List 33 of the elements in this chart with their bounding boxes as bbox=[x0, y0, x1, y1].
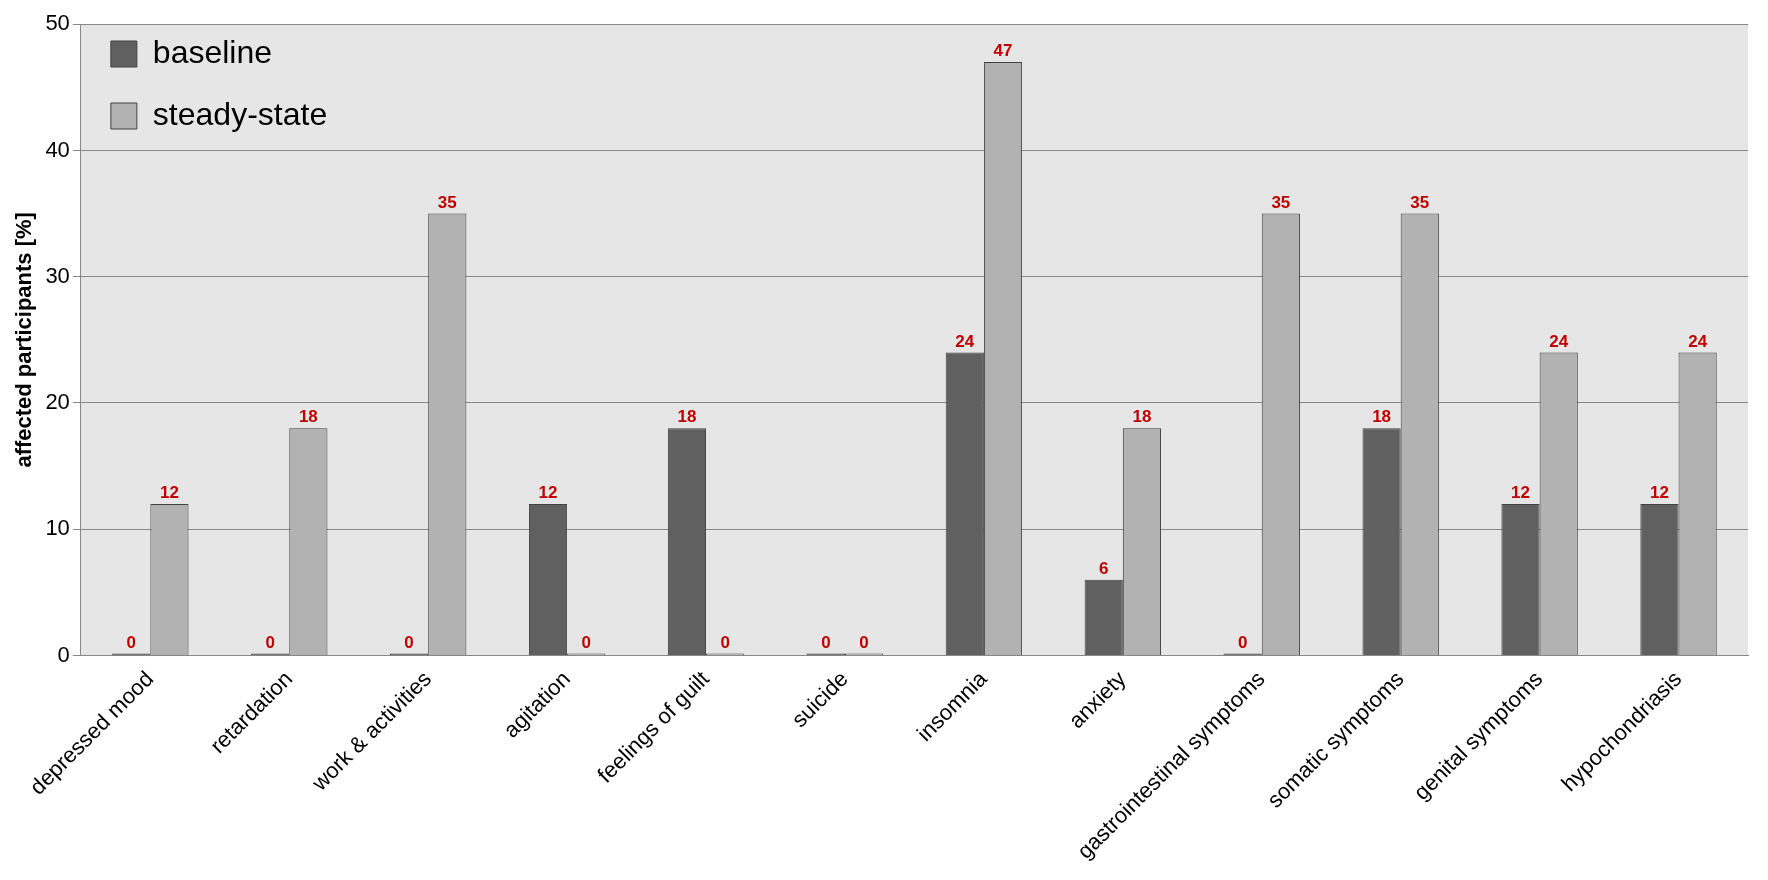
legend-label: baseline bbox=[152, 33, 273, 70]
data-label: 0 bbox=[720, 632, 730, 652]
data-label: 47 bbox=[993, 41, 1013, 61]
data-label: 12 bbox=[159, 483, 179, 503]
data-label: 18 bbox=[298, 407, 318, 427]
data-label: 0 bbox=[126, 632, 136, 652]
y-tick-label: 10 bbox=[45, 515, 70, 541]
data-label: 12 bbox=[1649, 483, 1669, 503]
y-axis-title: affected participants [%] bbox=[11, 212, 37, 468]
data-label: 0 bbox=[859, 632, 869, 652]
y-tick-label: 40 bbox=[45, 136, 70, 162]
data-label: 35 bbox=[1271, 192, 1291, 212]
data-label: 0 bbox=[265, 632, 275, 652]
data-label: 24 bbox=[955, 331, 975, 351]
data-label: 18 bbox=[1132, 407, 1152, 427]
y-tick-label: 0 bbox=[57, 641, 70, 667]
legend-label: steady-state bbox=[152, 95, 328, 132]
y-tick-label: 30 bbox=[45, 262, 70, 288]
data-label: 0 bbox=[1237, 632, 1248, 652]
y-tick-label: 20 bbox=[45, 389, 70, 415]
data-label: 18 bbox=[677, 407, 697, 427]
data-label: 12 bbox=[538, 483, 558, 503]
data-label: 24 bbox=[1688, 331, 1708, 351]
data-label: 12 bbox=[1511, 483, 1530, 503]
data-label: 24 bbox=[1549, 331, 1569, 351]
data-label: 35 bbox=[437, 192, 457, 212]
data-label: 18 bbox=[1372, 407, 1392, 427]
data-label: 6 bbox=[1098, 558, 1109, 578]
data-label: 0 bbox=[581, 632, 591, 652]
data-label: 35 bbox=[1410, 192, 1430, 212]
y-tick-label: 50 bbox=[45, 10, 70, 36]
data-label: 0 bbox=[404, 632, 414, 652]
data-label: 0 bbox=[821, 632, 831, 652]
